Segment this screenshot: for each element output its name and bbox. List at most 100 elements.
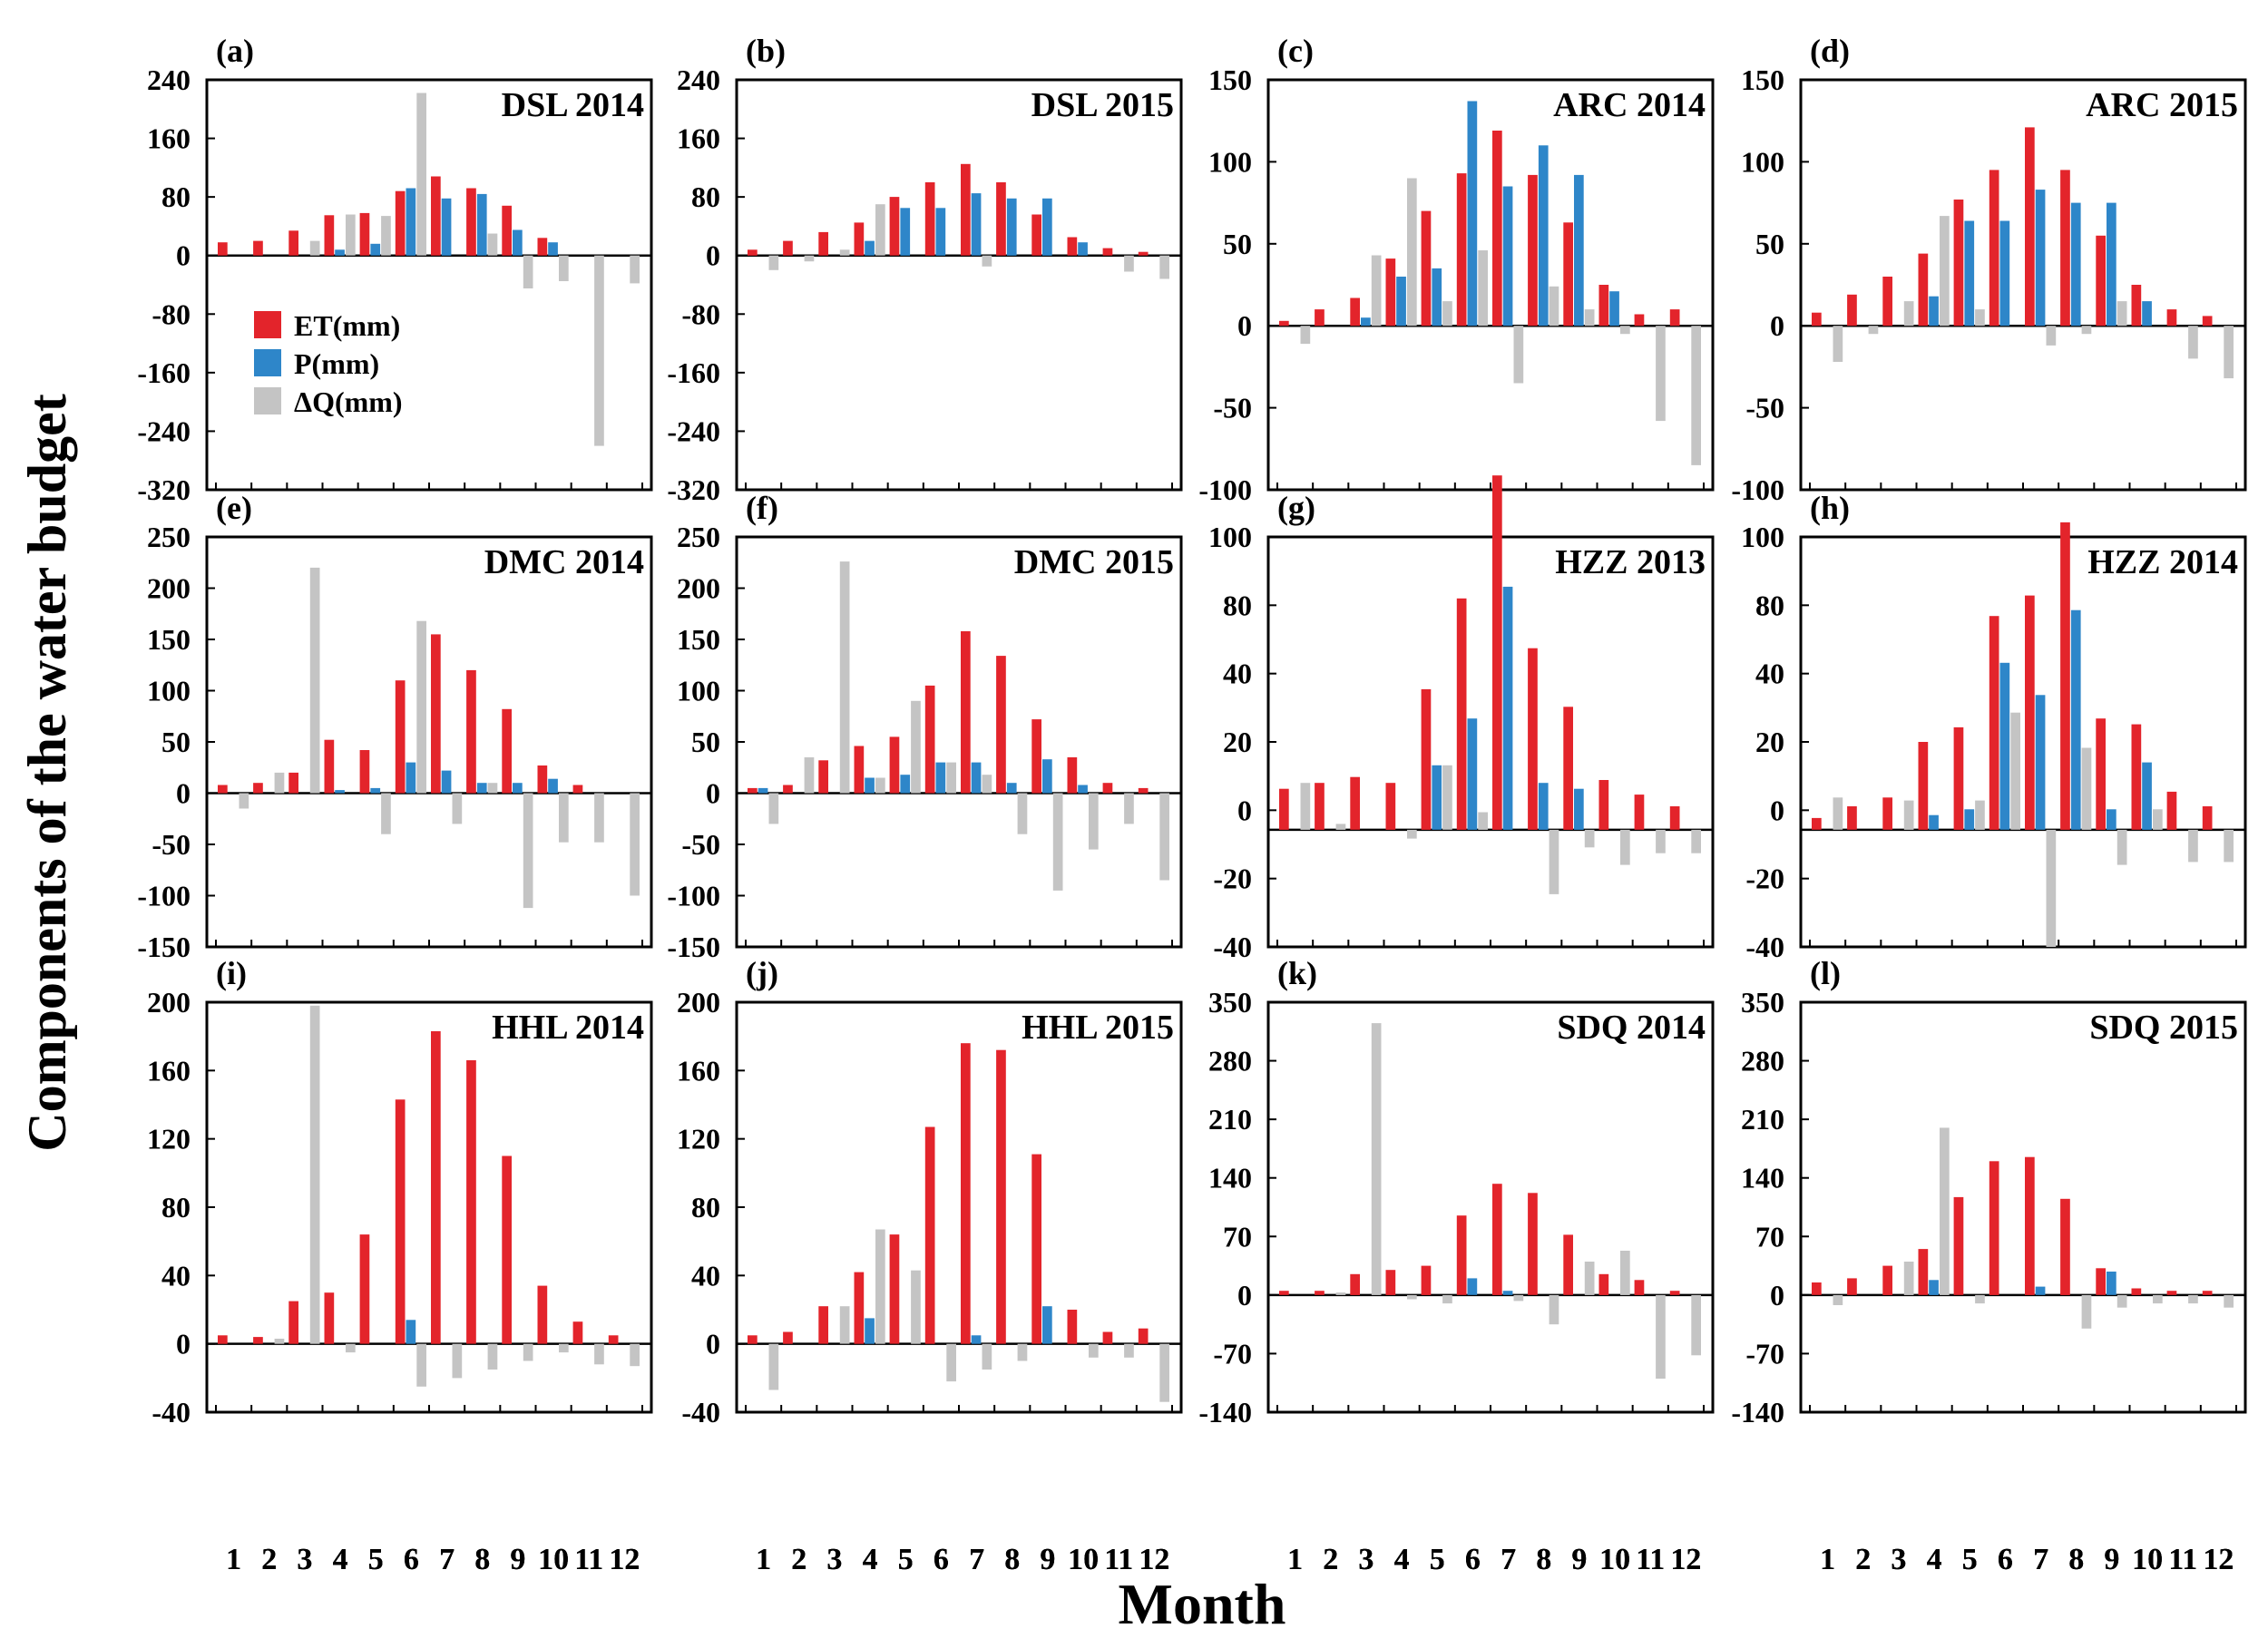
bar-etmm-month-7 <box>2025 595 2035 830</box>
legend-swatch-etmm <box>254 311 281 338</box>
bar-pmm-month-6 <box>935 762 946 794</box>
bar-etmm-month-8 <box>466 669 476 794</box>
bar-qmm-month-12 <box>630 255 640 284</box>
x-tick-label: 8 <box>1004 1543 1020 1576</box>
y-tick-label: 350 <box>1741 986 1784 1019</box>
bar-etmm-month-11 <box>2166 309 2177 327</box>
bar-pmm-month-5 <box>900 208 911 256</box>
plot-frame <box>205 1000 653 1414</box>
x-tick-label: 3 <box>1358 1543 1374 1576</box>
panel-label: (j) <box>746 955 778 991</box>
bar-qmm-month-8 <box>2081 1294 2092 1329</box>
bar-qmm-month-3 <box>839 249 850 256</box>
bar-etmm-month-12 <box>1669 806 1680 830</box>
bar-pmm-month-10 <box>1609 291 1619 327</box>
x-tick-label: 11 <box>2168 1543 2197 1576</box>
bar-etmm-month-4 <box>1918 253 1929 327</box>
y-tick-label: 100 <box>147 675 191 707</box>
bar-qmm-month-3 <box>839 561 850 794</box>
y-tick-label: 210 <box>1208 1103 1252 1136</box>
x-tick-label: 12 <box>2203 1543 2234 1576</box>
x-tick-label: 6 <box>1465 1543 1481 1576</box>
x-tick-label: 12 <box>609 1543 640 1576</box>
x-tick-label: 12 <box>1670 1543 1701 1576</box>
y-tick-label: 40 <box>691 1259 720 1292</box>
panel-label: (e) <box>216 490 252 526</box>
y-tick-label: 0 <box>1770 309 1784 342</box>
figure-y-axis-label: Components of the water budget <box>17 394 77 1152</box>
bar-etmm-month-5 <box>359 212 370 256</box>
x-tick-label: 7 <box>1501 1543 1516 1576</box>
bar-etmm-month-2 <box>783 1331 793 1344</box>
y-tick-label: 50 <box>161 726 191 758</box>
bar-qmm-month-6 <box>2010 712 2020 830</box>
bar-etmm-month-1 <box>1279 788 1289 830</box>
bar-pmm-month-9 <box>1574 788 1584 830</box>
y-tick-label: 160 <box>147 122 191 155</box>
x-tick-label: 6 <box>404 1543 419 1576</box>
x-tick-label: 5 <box>898 1543 914 1576</box>
bar-etmm-month-9 <box>502 205 512 256</box>
x-tick-label: 1 <box>1820 1543 1835 1576</box>
bar-qmm-month-10 <box>559 255 569 281</box>
x-tick-label: 12 <box>1670 1543 1701 1576</box>
x-tick-label: 11 <box>1636 1543 1665 1576</box>
bar-pmm-month-9 <box>1042 759 1052 794</box>
bar-qmm-month-3 <box>309 1005 320 1344</box>
bar-qmm-month-6 <box>946 1343 956 1382</box>
panel-label: (l) <box>1810 955 1841 991</box>
bar-pmm-month-8 <box>1006 198 1017 256</box>
x-tick-label: 2 <box>791 1543 807 1576</box>
bar-pmm-month-6 <box>1999 220 2010 327</box>
x-tick-label: 9 <box>510 1543 525 1576</box>
y-tick-label: -100 <box>1731 473 1784 506</box>
x-tick-label: 10 <box>1599 1543 1630 1576</box>
x-tick-label: 1 <box>756 1543 771 1576</box>
bar-qmm-month-2 <box>1868 326 1879 335</box>
y-tick-label: -40 <box>1745 931 1784 963</box>
x-tick-label: 8 <box>1536 1543 1551 1576</box>
legend-label: ET(mm) <box>294 309 400 342</box>
x-tick-label: 7 <box>439 1543 455 1576</box>
x-tick-label: 9 <box>1571 1543 1587 1576</box>
x-tick-label: 11 <box>1636 1543 1665 1576</box>
bar-etmm-month-6 <box>924 182 935 256</box>
x-tick-label: 7 <box>969 1543 984 1576</box>
bar-qmm-month-1 <box>768 793 779 824</box>
bar-etmm-month-1 <box>748 249 758 256</box>
bar-pmm-month-10 <box>2142 762 2152 830</box>
bar-etmm-month-6 <box>395 190 406 256</box>
y-tick-label: 80 <box>161 1191 191 1224</box>
x-tick-label: 8 <box>2068 1543 2084 1576</box>
x-tick-label: 3 <box>1358 1543 1374 1576</box>
bar-pmm-month-5 <box>1964 809 1975 830</box>
panel-title: DSL 2014 <box>502 86 644 124</box>
x-tick-label: 9 <box>510 1543 525 1576</box>
bar-pmm-month-7 <box>971 193 982 256</box>
bar-pmm-month-6 <box>406 1320 416 1344</box>
bar-qmm-month-3 <box>309 567 320 794</box>
x-tick-label: 2 <box>1855 1543 1871 1576</box>
bar-etmm-month-4 <box>1385 783 1396 830</box>
bar-pmm-month-9 <box>2107 202 2116 327</box>
x-tick-label: 12 <box>1139 1543 1169 1576</box>
bar-pmm-month-7 <box>2035 190 2046 327</box>
bar-qmm-month-12 <box>2224 1294 2234 1308</box>
panel-title: HHL 2015 <box>1022 1009 1174 1047</box>
x-tick-label: 6 <box>1998 1543 2013 1576</box>
y-tick-label: 160 <box>677 122 720 155</box>
bar-qmm-month-6 <box>416 620 426 794</box>
bar-etmm-month-10 <box>1598 285 1609 327</box>
bar-etmm-month-12 <box>1138 1328 1149 1344</box>
y-tick-label: 120 <box>147 1123 191 1155</box>
bar-qmm-month-5 <box>1442 1294 1452 1304</box>
y-tick-label: 40 <box>161 1259 191 1292</box>
bar-qmm-month-11 <box>1124 255 1134 272</box>
bar-etmm-month-5 <box>1953 1196 1964 1295</box>
bar-etmm-month-6 <box>1456 598 1467 830</box>
legend-label: ΔQ(mm) <box>294 385 403 418</box>
y-tick-label: 70 <box>1755 1220 1784 1253</box>
bar-etmm-month-10 <box>1067 1310 1078 1344</box>
y-tick-label: 80 <box>1223 589 1252 621</box>
